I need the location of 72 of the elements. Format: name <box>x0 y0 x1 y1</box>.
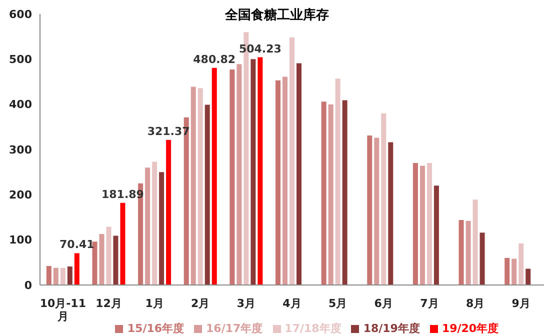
bar <box>166 140 172 285</box>
legend-label: 15/16年度 <box>127 322 184 335</box>
bar <box>512 258 517 285</box>
bar <box>190 86 196 285</box>
bar <box>381 113 386 285</box>
legend-label: 19/20年度 <box>442 322 499 335</box>
y-tick-label: 500 <box>9 53 32 66</box>
bar <box>290 37 295 285</box>
bar <box>335 78 340 285</box>
bar <box>99 234 104 285</box>
bar <box>92 242 98 285</box>
bar <box>282 76 288 285</box>
x-tick-label: 2月 <box>191 297 210 310</box>
bar <box>159 172 164 285</box>
x-tick-label: 5月 <box>328 297 348 310</box>
bar <box>328 104 334 285</box>
bar <box>466 220 471 285</box>
bar <box>276 80 281 285</box>
bar <box>230 70 235 285</box>
data-label: 480.82 <box>193 52 236 66</box>
y-tick-label: 600 <box>9 8 32 21</box>
bar <box>60 268 66 285</box>
y-tick-label: 300 <box>9 143 32 156</box>
x-tick-label: 10月-11月 <box>40 297 86 323</box>
bar <box>434 186 439 285</box>
x-tick-label: 4月 <box>282 297 302 310</box>
bar <box>113 236 118 285</box>
bar <box>342 100 348 285</box>
bar <box>46 266 52 285</box>
bar <box>152 162 158 285</box>
x-tick-label: 9月 <box>512 297 530 310</box>
bar <box>458 220 464 285</box>
x-tick-label: 12月 <box>96 297 122 310</box>
bar <box>472 200 478 285</box>
x-tick-label: 7月 <box>420 297 439 310</box>
y-tick-label: 100 <box>9 234 32 247</box>
bar <box>526 268 531 285</box>
legend-label: 18/19年度 <box>363 322 420 335</box>
bar <box>204 104 210 285</box>
chart-title: 全国食糖工业库存 <box>225 8 329 23</box>
bar <box>412 163 418 285</box>
x-tick-label: 1月 <box>145 297 164 310</box>
bar <box>67 266 72 285</box>
bar <box>198 88 203 285</box>
bar <box>367 136 372 285</box>
y-tick-label: 0 <box>24 278 32 292</box>
bar <box>145 168 150 285</box>
bar <box>74 253 80 285</box>
legend-label: 16/17年度 <box>206 322 263 335</box>
bar <box>388 142 394 285</box>
bar <box>53 268 58 285</box>
x-tick-label: 6月 <box>374 297 393 310</box>
x-tick-label: 8月 <box>466 297 485 310</box>
bar <box>212 68 217 285</box>
legend-label: 17/18年度 <box>284 322 342 335</box>
bar <box>296 63 302 285</box>
bar <box>374 138 380 285</box>
bar <box>106 226 112 285</box>
bar <box>480 232 485 285</box>
x-tick-label: 3月 <box>236 297 256 310</box>
bar <box>518 243 524 285</box>
bar <box>504 258 510 285</box>
bar <box>321 102 326 285</box>
bar <box>250 59 256 285</box>
bar <box>236 64 242 285</box>
bar <box>120 202 126 285</box>
data-label: 504.23 <box>238 42 282 56</box>
y-tick-label: 200 <box>9 188 32 202</box>
y-tick-label: 400 <box>9 98 32 112</box>
bar <box>258 57 263 285</box>
bar <box>426 163 432 285</box>
bar <box>420 166 425 285</box>
